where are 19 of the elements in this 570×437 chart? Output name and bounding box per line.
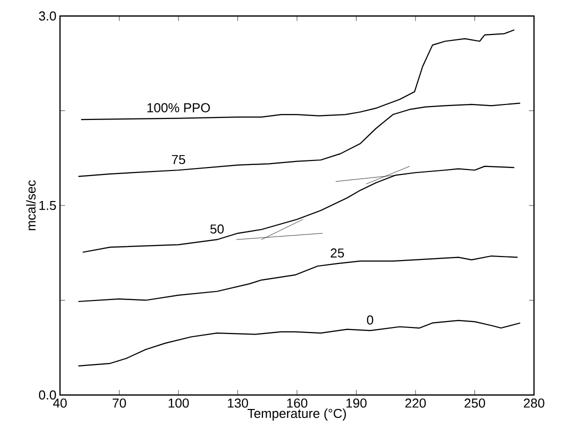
- series-label: 50: [210, 224, 224, 234]
- series-label: 100% PPO: [147, 103, 210, 112]
- x-tick-label: 40: [53, 398, 67, 408]
- x-tick-label: 220: [405, 398, 426, 408]
- x-tick-label: 130: [228, 398, 248, 408]
- y-tick-label: 1.5: [39, 200, 56, 210]
- x-tick-label: 100: [168, 398, 189, 408]
- y-tick-label: 3.0: [38, 11, 56, 21]
- y-tick-label: 0.0: [38, 390, 56, 400]
- x-tick-label: 250: [464, 398, 486, 408]
- x-tick-label: 160: [287, 398, 308, 408]
- x-tick-label: 190: [346, 398, 367, 408]
- x-tick-label: 280: [524, 398, 544, 408]
- x-axis-title: Temperature (°C): [248, 408, 346, 421]
- series-label: 0: [366, 315, 374, 325]
- x-tick-label: 70: [112, 398, 126, 408]
- series-label: 75: [172, 155, 186, 164]
- y-axis-title: mcal/sec: [26, 180, 36, 230]
- series-label: 25: [330, 248, 344, 258]
